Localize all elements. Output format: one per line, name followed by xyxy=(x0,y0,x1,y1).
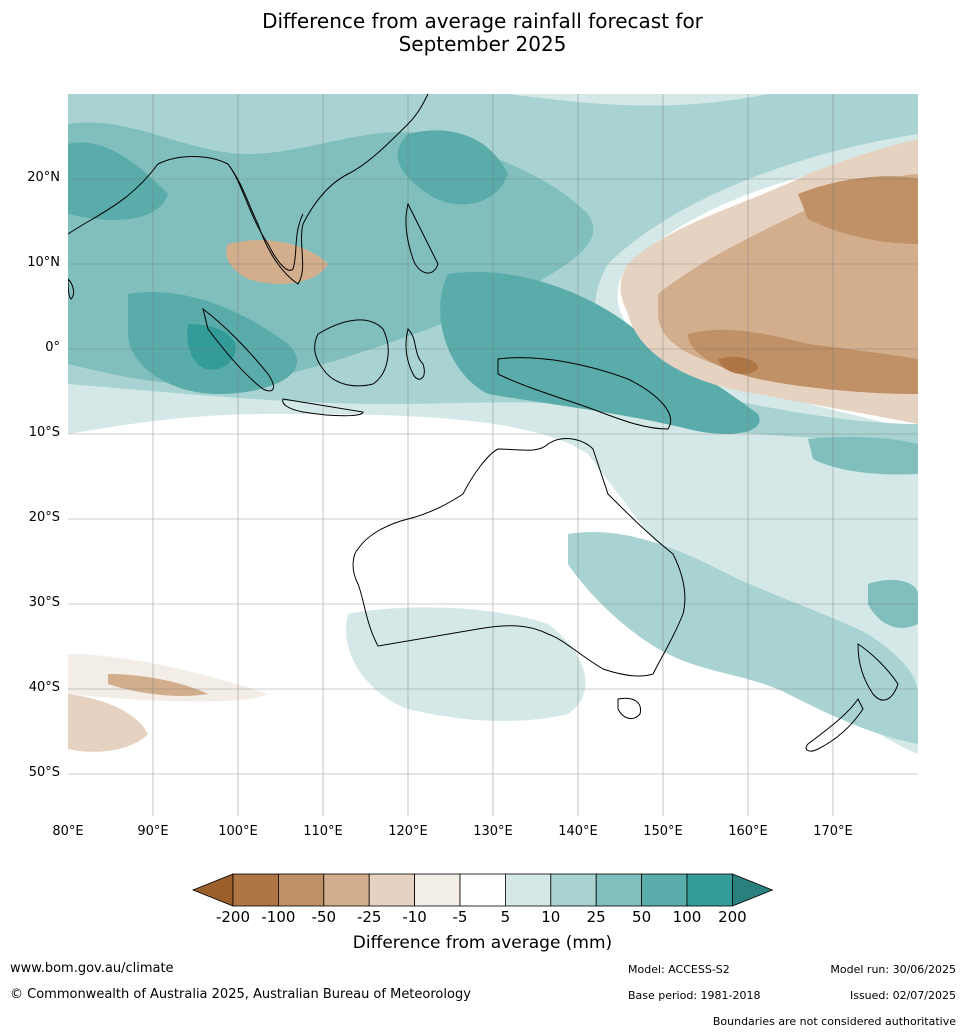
legend-extend-high xyxy=(732,873,774,907)
legend-tick-label: -10 xyxy=(402,908,427,926)
indochina-coastline xyxy=(227,163,304,271)
legend-tick-label: -200 xyxy=(215,908,251,926)
lon-label-90e: 90°E xyxy=(137,824,169,839)
legend-tick-label: 50 xyxy=(632,908,652,926)
title-line-1: Difference from average rainfall forecas… xyxy=(262,9,703,33)
tasmania-coastline xyxy=(617,697,642,720)
legend-swatch xyxy=(414,873,461,907)
model-name: Model: ACCESS-S2 xyxy=(628,963,730,976)
negative-anomaly-shading xyxy=(68,139,918,752)
new-zealand-south-coastline xyxy=(805,698,864,752)
color-legend-bar xyxy=(191,873,774,907)
copyright-text: © Commonwealth of Australia 2025, Austra… xyxy=(10,987,471,1002)
legend-tick-label: 100 xyxy=(672,908,702,926)
lat-label-10s: 10°S xyxy=(28,425,60,440)
map-title: Difference from average rainfall forecas… xyxy=(0,10,965,56)
sri-lanka-coastline xyxy=(68,278,75,300)
legend-tick-label: 10 xyxy=(541,908,561,926)
website-link[interactable]: www.bom.gov.au/climate xyxy=(10,961,174,976)
legend-tick-label: -25 xyxy=(356,908,382,926)
legend-swatch xyxy=(368,873,415,907)
legend-swatch xyxy=(595,873,643,907)
legend-tick-label: 5 xyxy=(500,908,511,926)
borneo-coastline xyxy=(314,319,389,387)
legend-swatch xyxy=(686,873,733,907)
lat-label-50s: 50°S xyxy=(28,765,60,780)
lon-label-130e: 130°E xyxy=(473,824,513,839)
legend-tick-label: -100 xyxy=(261,908,296,926)
issued-date: Issued: 02/07/2025 xyxy=(849,989,956,1002)
graticule xyxy=(68,94,918,816)
lon-label-140e: 140°E xyxy=(558,824,598,839)
lat-label-40s: 40°S xyxy=(28,680,60,695)
title-line-2: September 2025 xyxy=(398,32,567,56)
lon-label-170e: 170°E xyxy=(813,824,853,839)
asia-mainland-coastline xyxy=(68,94,429,285)
sumatra-coastline xyxy=(202,307,274,392)
coastlines xyxy=(68,94,899,752)
philippines-coastline xyxy=(405,202,439,274)
lat-label-0: 0° xyxy=(45,340,60,355)
lon-label-80e: 80°E xyxy=(52,824,84,839)
legend-tick-label: 25 xyxy=(586,908,606,926)
lat-label-20s: 20°S xyxy=(28,510,60,525)
lon-label-160e: 160°E xyxy=(728,824,768,839)
lon-label-120e: 120°E xyxy=(388,824,428,839)
legend-tick-label: -50 xyxy=(311,908,337,926)
legend-swatch xyxy=(459,873,506,907)
lat-label-20n: 20°N xyxy=(27,170,60,185)
legend-swatch xyxy=(641,873,688,907)
legend-swatch xyxy=(232,873,279,907)
model-run-date: Model run: 30/06/2025 xyxy=(830,963,956,976)
legend-extend-low xyxy=(191,873,234,907)
lat-label-30s: 30°S xyxy=(28,595,60,610)
legend-swatch xyxy=(504,873,552,907)
legend-swatch xyxy=(550,873,597,907)
australia-coastline xyxy=(352,438,686,677)
legend-tick-label: 200 xyxy=(718,908,747,926)
lon-label-110e: 110°E xyxy=(303,824,343,839)
sulawesi-coastline xyxy=(405,328,425,380)
new-zealand-north-coastline xyxy=(857,643,899,701)
rainfall-anomaly-map xyxy=(68,94,918,816)
boundaries-note: Boundaries are not considered authoritat… xyxy=(712,1015,956,1028)
base-period: Base period: 1981-2018 xyxy=(628,989,761,1002)
legend-tick-label: -5 xyxy=(452,908,468,926)
legend-swatch xyxy=(323,873,370,907)
lat-label-10n: 10°N xyxy=(27,255,60,270)
new-guinea-coastline xyxy=(497,357,671,430)
lon-label-100e: 100°E xyxy=(218,824,258,839)
java-coastline xyxy=(282,398,364,417)
legend-swatch xyxy=(278,873,325,907)
legend-title: Difference from average (mm) xyxy=(352,933,613,953)
lon-label-150e: 150°E xyxy=(643,824,683,839)
